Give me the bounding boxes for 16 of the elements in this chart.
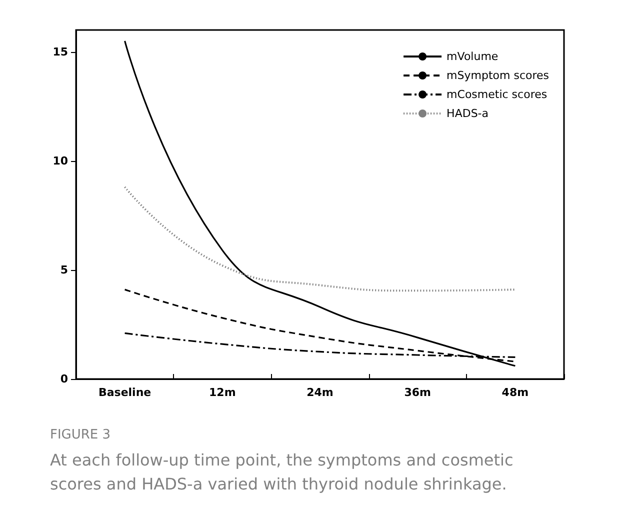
- legend-label: mVolume: [446, 50, 498, 63]
- x-tick-label: 12m: [209, 386, 236, 399]
- x-tick-label: 36m: [404, 386, 431, 399]
- x-tick-label: 24m: [306, 386, 334, 399]
- x-tick-label: Baseline: [98, 386, 152, 399]
- legend-label: mCosmetic scores: [446, 88, 548, 101]
- caption: FIGURE 3: [50, 428, 111, 442]
- y-tick-label: 10: [52, 154, 68, 168]
- y-tick-label: 15: [52, 45, 68, 58]
- line-series: [124, 186, 516, 292]
- text: At each follow-up time point, the symptoms and cosmetic scores and HADS-a varied with thyroid nodule shrinkage.: [50, 450, 518, 494]
- legend-label: mSymptom scores: [446, 69, 550, 82]
- y-tick-label: 5: [60, 263, 68, 276]
- y-tick-label: 0: [60, 372, 68, 386]
- legend-label: HADS-a: [446, 107, 489, 120]
- x-tick-label: 48m: [502, 386, 529, 399]
